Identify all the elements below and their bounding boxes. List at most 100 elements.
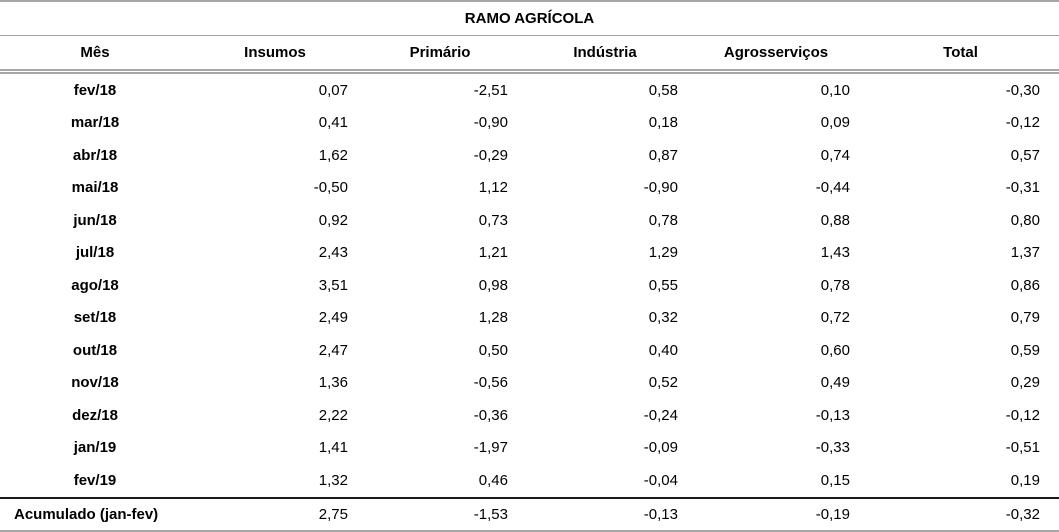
value-cell: 2,47 [318,341,348,359]
column-header-primario: Primário [360,35,520,74]
table-row: fev/19 1,32 0,46 -0,04 0,15 0,19 [0,464,1059,498]
table-row: nov/18 1,36 -0,56 0,52 0,49 0,29 [0,367,1059,400]
title-row: RAMO AGRÍCOLA [0,1,1059,36]
table-row: jan/19 1,41 -1,97 -0,09 -0,33 -0,51 [0,432,1059,465]
column-header-insumos: Insumos [190,35,360,74]
value-cell: 0,88 [820,211,850,229]
value-cell: 1,21 [478,244,508,262]
month-cell: abr/18 [72,146,118,164]
month-cell: jul/18 [75,244,115,262]
month-cell: jun/18 [73,211,117,229]
table-row: abr/18 1,62 -0,29 0,87 0,74 0,57 [0,139,1059,172]
value-cell: 0,46 [478,471,508,489]
value-cell: -0,29 [473,146,508,164]
footer-row: Acumulado (jan-fev) 2,75 -1,53 -0,13 -0,… [0,496,1059,531]
value-cell: 0,58 [648,81,678,99]
value-cell: 1,36 [318,374,348,392]
month-cell: jan/19 [73,439,117,457]
table-row: set/18 2,49 1,28 0,32 0,72 0,79 [0,302,1059,335]
column-header-total: Total [862,35,1059,74]
table-header: RAMO AGRÍCOLA Mês Insumos Primário Indús… [0,1,1059,74]
value-cell: -0,04 [643,471,678,489]
value-cell: 0,79 [1010,309,1040,327]
table-row: mai/18 -0,50 1,12 -0,90 -0,44 -0,31 [0,172,1059,205]
month-cell: fev/18 [73,81,117,99]
column-header-agrosservicos: Agrosserviços [690,35,862,74]
value-cell: 1,62 [318,146,348,164]
value-cell: 0,73 [478,211,508,229]
value-cell: 0,78 [820,276,850,294]
value-cell: 2,43 [318,244,348,262]
value-cell: -0,36 [473,406,508,424]
value-cell: 0,60 [820,341,850,359]
value-cell: 0,18 [648,114,678,132]
value-cell: 0,09 [820,114,850,132]
accumulated-value-cell: 2,75 [190,496,360,531]
value-cell: 0,59 [1010,341,1040,359]
table-row: mar/18 0,41 -0,90 0,18 0,09 -0,12 [0,107,1059,140]
value-cell: 0,41 [318,114,348,132]
column-header-industria: Indústria [520,35,690,74]
value-cell: 0,74 [820,146,850,164]
month-cell: ago/18 [71,276,119,294]
table-row: out/18 2,47 0,50 0,40 0,60 0,59 [0,334,1059,367]
accumulated-value-cell: -0,19 [690,496,862,531]
column-header-row: Mês Insumos Primário Indústria Agrosserv… [0,35,1059,74]
value-cell: 1,41 [318,439,348,457]
value-cell: -0,90 [643,179,678,197]
value-cell: 0,72 [820,309,850,327]
value-cell: -0,33 [815,439,850,457]
value-cell: 0,92 [318,211,348,229]
value-cell: 0,19 [1010,471,1040,489]
accumulated-value-cell: -0,13 [520,496,690,531]
value-cell: -0,44 [815,179,850,197]
table-row: jul/18 2,43 1,21 1,29 1,43 1,37 [0,237,1059,270]
value-cell: 0,87 [648,146,678,164]
table-row: ago/18 3,51 0,98 0,55 0,78 0,86 [0,269,1059,302]
value-cell: -0,56 [473,374,508,392]
accumulated-value-cell: -0,32 [862,496,1059,531]
value-cell: 1,32 [318,471,348,489]
value-cell: -0,51 [1005,439,1040,457]
value-cell: -0,09 [643,439,678,457]
value-cell: 0,55 [648,276,678,294]
value-cell: 0,07 [318,81,348,99]
value-cell: 1,43 [820,244,850,262]
value-cell: 0,15 [820,471,850,489]
value-cell: -0,90 [473,114,508,132]
accumulated-value-cell: -1,53 [360,496,520,531]
value-cell: 0,78 [648,211,678,229]
value-cell: -0,24 [643,406,678,424]
table-row: dez/18 2,22 -0,36 -0,24 -0,13 -0,12 [0,399,1059,432]
value-cell: -0,31 [1005,179,1040,197]
table-title: RAMO AGRÍCOLA [0,1,1059,36]
value-cell: 0,98 [478,276,508,294]
value-cell: 0,80 [1010,211,1040,229]
month-cell: set/18 [73,309,117,327]
value-cell: 1,12 [478,179,508,197]
table-row: fev/18 0,07 -2,51 0,58 0,10 -0,30 [0,72,1059,107]
column-header-mes: Mês [0,35,190,74]
value-cell: 0,52 [648,374,678,392]
value-cell: 2,49 [318,309,348,327]
value-cell: -2,51 [473,81,508,99]
value-cell: -0,30 [1005,81,1040,99]
value-cell: 0,49 [820,374,850,392]
table-body: fev/18 0,07 -2,51 0,58 0,10 -0,30 mar/18… [0,72,1059,498]
month-cell: mai/18 [71,179,119,197]
month-cell: dez/18 [72,406,118,424]
month-cell: fev/19 [73,471,117,489]
value-cell: -0,12 [1005,406,1040,424]
value-cell: 0,29 [1010,374,1040,392]
value-cell: 2,22 [318,406,348,424]
value-cell: 0,86 [1010,276,1040,294]
month-cell: out/18 [72,341,118,359]
value-cell: 1,29 [648,244,678,262]
value-cell: 0,50 [478,341,508,359]
value-cell: 0,32 [648,309,678,327]
month-cell: nov/18 [71,374,119,392]
table-footer: Acumulado (jan-fev) 2,75 -1,53 -0,13 -0,… [0,496,1059,531]
accumulated-label: Acumulado (jan-fev) [0,496,190,531]
value-cell: 1,28 [478,309,508,327]
